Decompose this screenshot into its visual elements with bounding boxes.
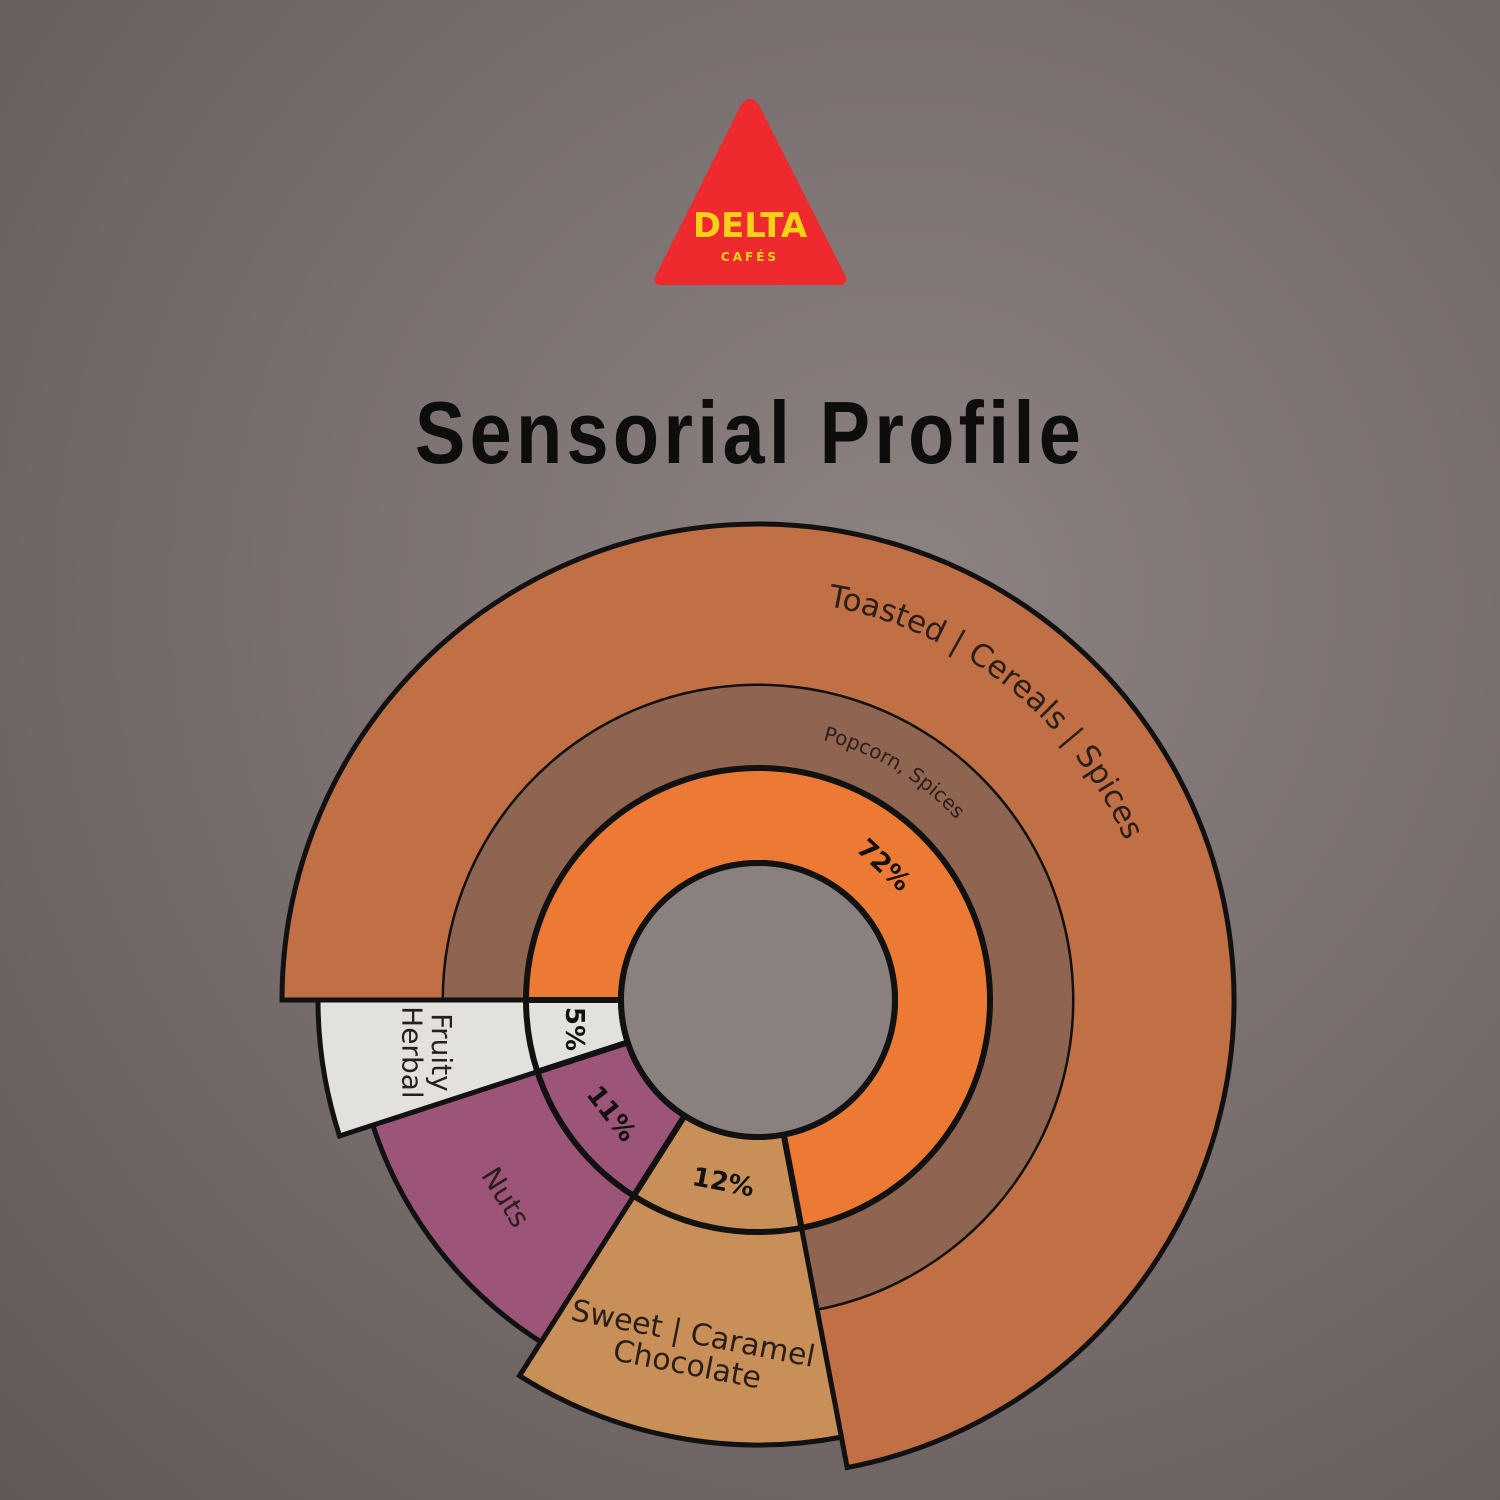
delta-cafes-logo: DELTA CAFÉS: [654, 99, 847, 285]
svg-text:DELTA: DELTA: [693, 206, 808, 246]
percent-label-fruity: 5%: [559, 1007, 589, 1051]
center-hole: [618, 860, 898, 1140]
page-title: Sensorial Profile: [414, 383, 1086, 482]
label-fruity: FruityHerbal: [396, 1006, 458, 1099]
svg-text:CAFÉS: CAFÉS: [721, 249, 779, 264]
